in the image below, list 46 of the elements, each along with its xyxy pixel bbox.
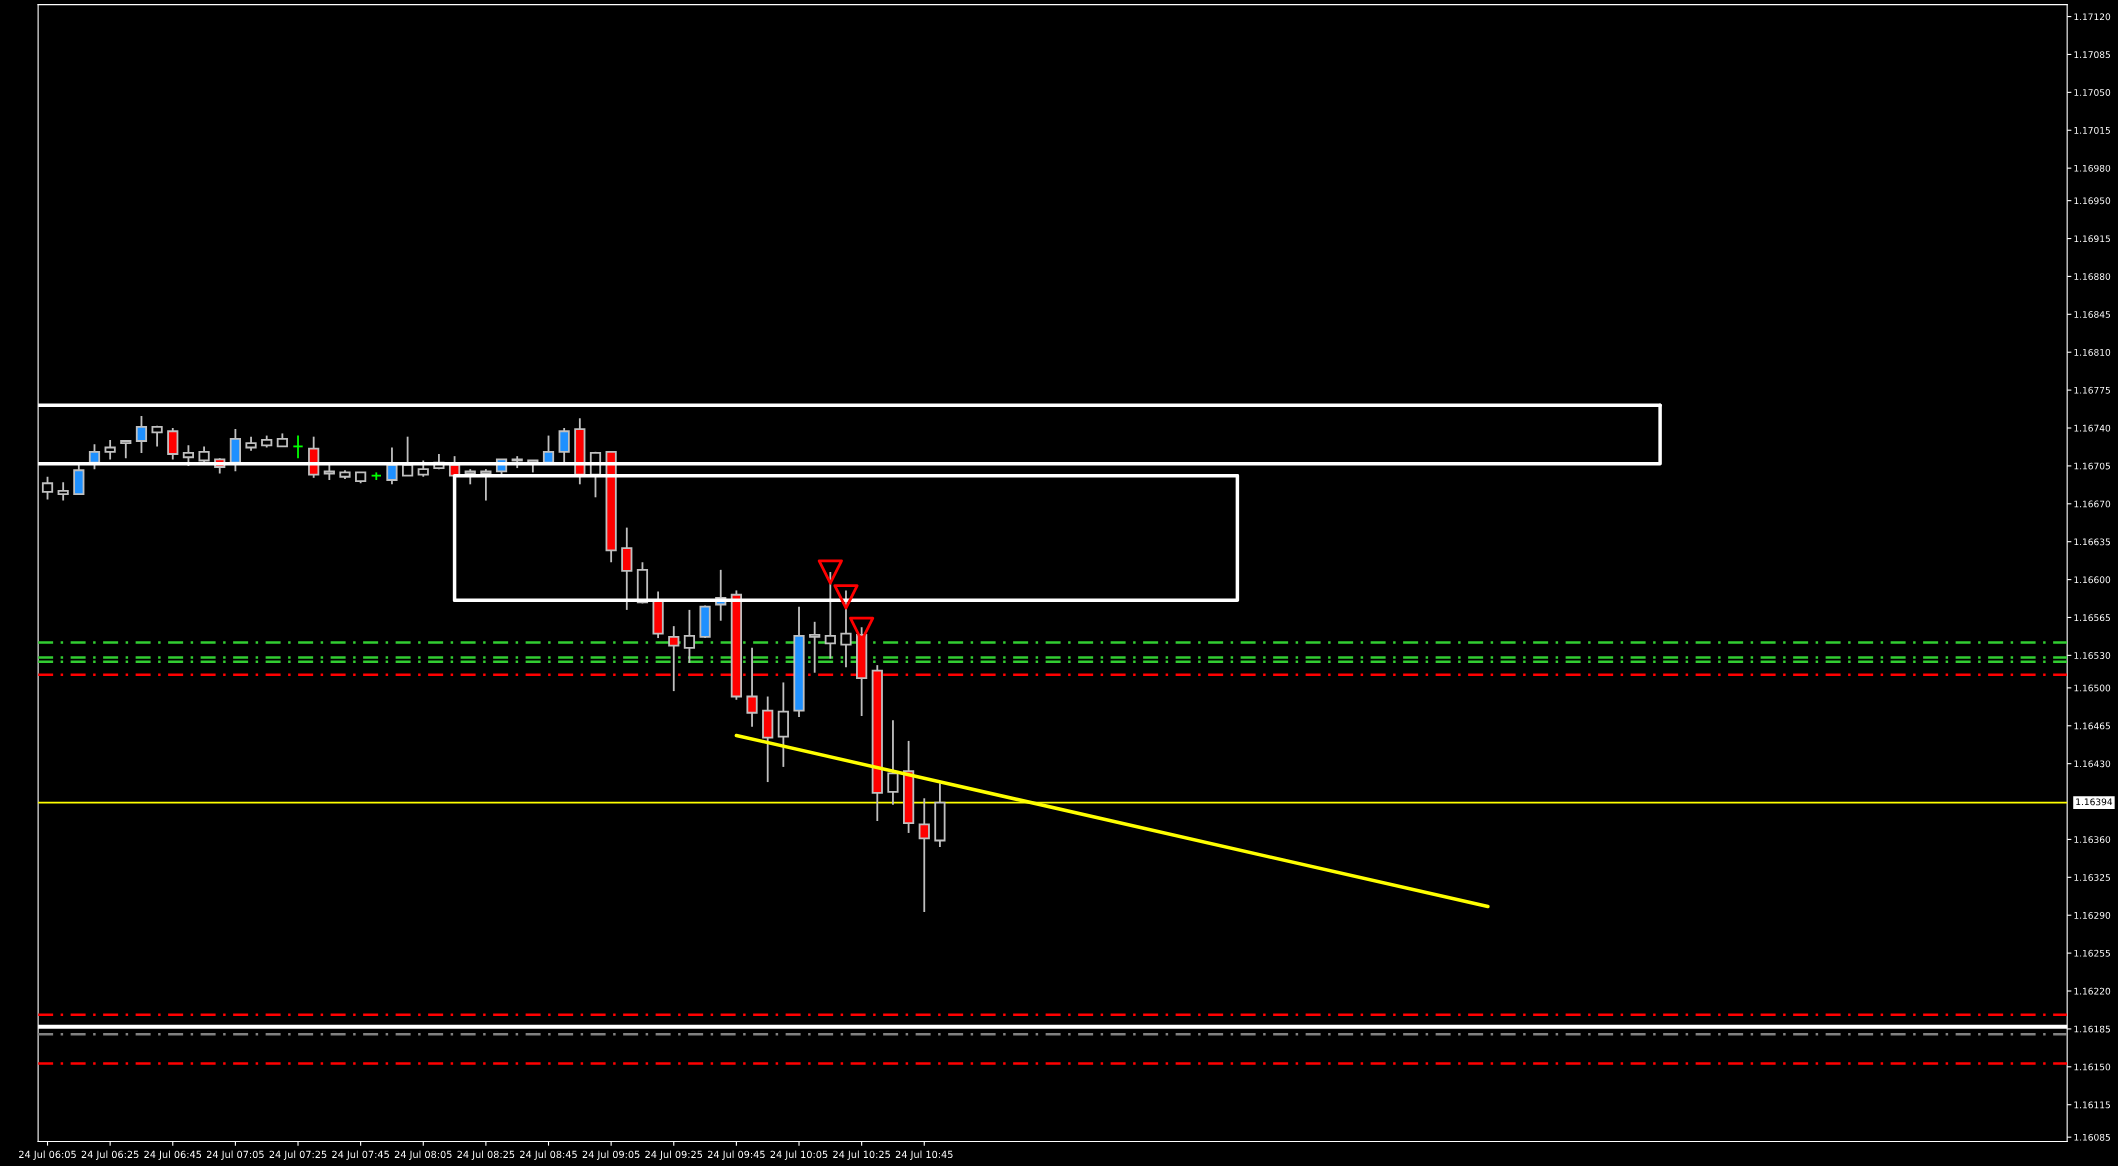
y-tick-label: 1.17120 xyxy=(2074,13,2111,21)
y-tick-label: 1.16530 xyxy=(2074,652,2111,659)
y-tick-label: 1.17050 xyxy=(2074,89,2111,96)
y-tick-label: 1.16635 xyxy=(2074,538,2110,546)
x-tick-label: 24 Jul 08:25 xyxy=(457,1150,515,1160)
x-tick-label: 24 Jul 09:05 xyxy=(582,1150,640,1160)
y-tick-label: 1.16915 xyxy=(2074,235,2110,243)
y-tick-label: 1.16500 xyxy=(2074,684,2111,692)
x-tick-label: 24 Jul 07:05 xyxy=(206,1150,264,1160)
y-tick-label: 1.17085 xyxy=(2074,51,2110,59)
x-tick-label: 24 Jul 06:05 xyxy=(19,1150,76,1160)
y-tick-label: 1.16430 xyxy=(2074,760,2111,768)
y-tick-label: 1.16950 xyxy=(2074,197,2111,205)
x-tick-label: 24 Jul 07:25 xyxy=(269,1150,327,1160)
y-tick-label: 1.16810 xyxy=(2074,348,2111,356)
x-tick-label: 24 Jul 10:45 xyxy=(895,1150,953,1160)
x-tick-label: 24 Jul 08:45 xyxy=(520,1150,577,1160)
y-tick-label: 1.16220 xyxy=(2074,987,2111,995)
x-tick-label: 24 Jul 06:45 xyxy=(144,1150,202,1160)
y-tick-label: 1.16185 xyxy=(2074,1025,2110,1033)
y-tick-label: 1.16255 xyxy=(2074,949,2110,957)
y-tick-label: 1.16465 xyxy=(2074,722,2110,730)
y-tick-label: 1.16085 xyxy=(2074,1133,2110,1141)
y-tick-label: 1.16670 xyxy=(2074,500,2111,508)
y-tick-label: 1.16565 xyxy=(2074,614,2110,622)
y-tick-label: 1.16980 xyxy=(2074,164,2111,172)
y-tick-label: 1.16325 xyxy=(2074,874,2110,881)
x-tick-label: 24 Jul 09:45 xyxy=(707,1150,765,1160)
x-tick-label: 24 Jul 10:05 xyxy=(770,1150,828,1160)
x-tick-label: 24 Jul 07:45 xyxy=(332,1150,389,1160)
y-tick-label: 1.17015 xyxy=(2074,126,2110,134)
y-tick-label: 1.16845 xyxy=(2074,311,2110,318)
x-tick-label: 24 Jul 10:25 xyxy=(833,1150,890,1160)
y-tick-label: 1.16740 xyxy=(2074,424,2111,432)
x-tick-label: 24 Jul 09:25 xyxy=(645,1150,703,1160)
ref-line-label: 1.16394 xyxy=(2076,798,2113,806)
y-tick-label: 1.16290 xyxy=(2074,911,2111,919)
y-tick-label: 1.16600 xyxy=(2074,576,2111,584)
y-tick-label: 1.16115 xyxy=(2074,1101,2110,1109)
y-tick-label: 1.16705 xyxy=(2074,462,2110,470)
y-tick-label: 1.16360 xyxy=(2074,836,2111,843)
y-tick-label: 1.16880 xyxy=(2074,273,2111,280)
x-tick-label: 24 Jul 06:25 xyxy=(81,1150,139,1160)
x-tick-label: 24 Jul 08:05 xyxy=(394,1150,452,1160)
y-tick-label: 1.16150 xyxy=(2074,1063,2111,1071)
y-tick-label: 1.16775 xyxy=(2074,386,2110,394)
